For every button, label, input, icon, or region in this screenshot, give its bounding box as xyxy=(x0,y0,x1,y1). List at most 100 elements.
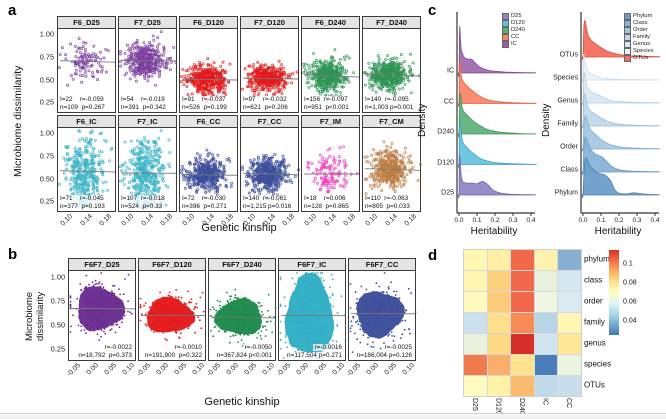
legend-entry: D240 xyxy=(502,27,525,34)
density-axis-label: Density xyxy=(541,103,552,137)
ridge-category-label: Order xyxy=(560,143,578,151)
x-tick-label: -0.05 xyxy=(206,362,223,379)
facet-stats-line2: n=524 p=0.33 xyxy=(120,202,164,210)
ridge-D240 xyxy=(457,92,536,138)
heatmap-cell-phylum-IC xyxy=(534,250,558,270)
heatmap-col-label: IC xyxy=(541,397,549,405)
trend-line xyxy=(120,59,177,62)
legend-entry: Species xyxy=(624,48,654,55)
x-tick-label: -0.05 xyxy=(276,362,293,379)
ridge-IC xyxy=(457,26,537,77)
legend-label: Class xyxy=(633,20,648,27)
scatter-points xyxy=(180,148,233,197)
heatmap-cell-genus-D240 xyxy=(511,333,534,354)
legend-label: Species xyxy=(633,48,654,55)
ridge-legend: Phylum Class Order Family Genus Species OTUs xyxy=(624,13,654,62)
ridge-category-label: D120 xyxy=(437,159,454,166)
facet-plot: I=107 r=-0.018 n=524 p=0.33 xyxy=(118,127,177,212)
window-bottom-edge xyxy=(0,413,666,419)
x-tick-label: 0.1 xyxy=(596,217,606,224)
facet-F7_D120: F7_D120 I=97 r=-0.032 n=621 p=0.206 xyxy=(240,16,299,113)
facet-stats-line1: I=72 r=-0.030 xyxy=(181,195,227,203)
scatter-svg xyxy=(279,272,347,359)
heatmap-cell-genus-D25 xyxy=(464,333,487,354)
scatter-svg xyxy=(363,140,422,196)
facet-stats-line2: n=186,004 p=0.126 xyxy=(355,351,413,359)
heatmap-row-label: OTUs xyxy=(584,380,605,390)
x-tick-label: 0.1 xyxy=(472,217,482,224)
facet-stats-line2: n=805 p=0.033 xyxy=(364,202,411,210)
panel-c-ridgeline-plots: 0.0 0.1 0.2 0.3 0.4 IC CC D240 D120 D25 Density Her… xyxy=(417,0,666,245)
legend-swatch-icon xyxy=(624,34,631,41)
x-tick-label: 0.00 xyxy=(365,362,380,377)
heatmap-col-label: D120 xyxy=(494,397,502,415)
heritability-axis-label: Heritability xyxy=(594,226,642,237)
legend-swatch-icon xyxy=(502,34,509,41)
colorbar-tick-label: 0.06 xyxy=(623,298,637,306)
facet-stats-line2: n=391 p=0.342 xyxy=(120,103,167,111)
colorbar-tick-label: 0.08 xyxy=(623,279,637,287)
legend-swatch-icon xyxy=(502,41,509,48)
heatmap-row-label: genus xyxy=(584,338,606,348)
y-tick-label: 1.00 xyxy=(50,272,65,282)
x-tick-label: 0.2 xyxy=(490,217,500,224)
facet-plot: I=54 r=-0.019 n=391 p=0.342 xyxy=(118,28,178,113)
heatmap-cell-OTUs-D240 xyxy=(511,375,534,396)
heatmap-cell-genus-IC xyxy=(534,333,558,354)
x-tick-label: 0.4 xyxy=(526,217,536,224)
scatter-svg xyxy=(119,129,177,209)
heatmap-cell-family-D240 xyxy=(511,312,534,333)
trend-line xyxy=(303,74,360,78)
heatmap-row-label: order xyxy=(584,296,603,306)
facet-stats-line2: n=1,215 p=0.016 xyxy=(242,202,293,210)
scatter-points xyxy=(241,59,299,98)
y-tick-label: 0.25 xyxy=(39,97,54,107)
x-tick-label: 0.05 xyxy=(243,362,258,377)
facet-F6_D240: F6_D240 I=156 r=-0.097 n=951 p<0.001 xyxy=(301,16,360,113)
heatmap-cell-order-IC xyxy=(534,291,558,312)
facet-stats-line1: I=107 r=-0.018 xyxy=(120,195,166,203)
facet-F6_IC: F6_IC I=71 r=-0.045 n=377 p=0.193 xyxy=(57,115,116,212)
facet-stats-line1: I=140 r=-0.095 xyxy=(364,96,410,104)
heatmap-cell-phylum-D25 xyxy=(464,250,487,270)
facet-stats-line1: I=18 r=0.006 xyxy=(303,195,347,203)
heatmap-row-label: class xyxy=(584,275,603,285)
scatter-svg xyxy=(302,48,360,103)
ridge-category-label: Genus xyxy=(557,97,578,105)
legend-swatch-icon xyxy=(624,48,631,55)
x-tick-label: 0.4 xyxy=(650,217,660,224)
facet-stats-line1: r=-0.0050 xyxy=(243,343,273,351)
panel-d-heatmap: phylum class order family genus species OTUs D2… xyxy=(424,245,666,419)
legend-swatch-icon xyxy=(624,13,631,20)
ridge-category-label: D240 xyxy=(437,128,454,136)
x-tick-label: 0.00 xyxy=(85,362,100,377)
x-tick-label: 0.05 xyxy=(313,362,328,377)
y-tick-label: 0.25 xyxy=(39,196,54,206)
legend-label: D25 xyxy=(511,13,522,20)
facet-plot: I=140 r=-0.061 n=1,215 p=0.016 xyxy=(240,127,300,212)
heatmap-cell-OTUs-D25 xyxy=(464,375,487,396)
facet-stats-line2: n=1,003 p=0.001 xyxy=(364,103,415,111)
scatter-points xyxy=(241,152,300,203)
heatmap-cell-species-D120 xyxy=(487,354,511,375)
heatmap-col-label: CC xyxy=(564,397,572,409)
scatter-svg xyxy=(349,272,417,353)
legend-label: Phylum xyxy=(633,13,653,20)
facet-plot: I=72 r=-0.030 n=396 p=0.271 xyxy=(179,127,238,212)
x-tick-label: -0.05 xyxy=(346,362,363,379)
facet-F6F7_D240: F6F7_D240 r=-0.0050 n=367,824 p<0.001 xyxy=(208,258,277,361)
scatter-points xyxy=(119,129,172,209)
heatmap-col-label: D25 xyxy=(471,397,479,411)
scatter-svg xyxy=(363,52,421,98)
x-tick-label: 0.00 xyxy=(155,362,170,377)
facet-stats-line1: r=-0.0025 xyxy=(383,343,413,351)
heatmap-row-label: species xyxy=(584,359,612,369)
heatmap-cell-species-IC xyxy=(534,354,558,375)
legend-entry: Genus xyxy=(624,41,654,48)
scatter-svg xyxy=(139,289,206,342)
facet-stats-line2: n=396 p=0.271 xyxy=(181,202,228,210)
scatter-points xyxy=(139,289,205,342)
facet-plot: I=97 r=-0.032 n=621 p=0.206 xyxy=(240,28,299,113)
facet-plot: I=71 r=-0.045 n=377 p=0.193 xyxy=(57,127,116,212)
legend-label: Order xyxy=(633,27,648,34)
